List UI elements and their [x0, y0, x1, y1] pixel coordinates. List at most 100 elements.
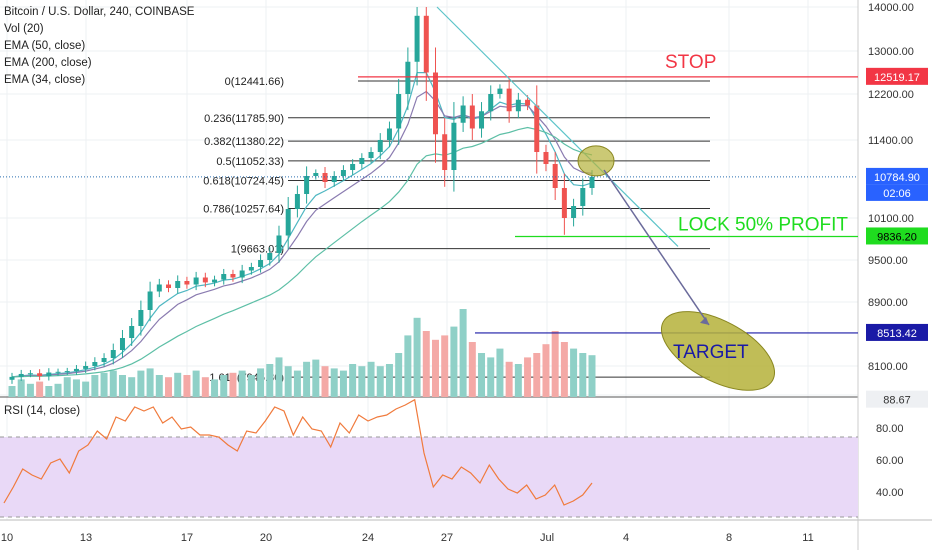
time-tick-label: 27	[441, 532, 453, 544]
volume-bar	[174, 372, 182, 397]
volume-bar	[82, 381, 90, 397]
annotations: STOP LOCK 50% PROFIT TARGET	[0, 6, 858, 391]
time-tick-label: 20	[260, 532, 272, 544]
study-ema-50[interactable]: EMA (50, close)	[4, 40, 86, 52]
time-tick-label: 13	[80, 532, 92, 544]
projection-arrow-line	[603, 169, 710, 326]
rsi-current-tag: 88.67	[883, 395, 911, 407]
candle-body	[175, 281, 181, 288]
rsi-tick-label: 60.00	[876, 455, 904, 467]
volume-bar	[229, 372, 237, 397]
entry-ellipse	[577, 145, 615, 177]
candle-body	[479, 111, 485, 129]
ema-lines	[11, 72, 593, 378]
volume-bar	[385, 364, 393, 397]
volume-bar	[441, 335, 449, 397]
candle-body	[331, 176, 337, 182]
target-price-tag: 8513.42	[877, 328, 917, 340]
candle-body	[230, 274, 236, 278]
volume-bar	[349, 364, 357, 397]
volume-bar	[542, 344, 550, 397]
rsi-line	[3, 398, 593, 506]
candle-body	[83, 366, 89, 369]
candle-body	[267, 253, 273, 260]
volume-bar	[165, 377, 173, 397]
volume-bar	[238, 370, 246, 397]
price-tick-label: 10100.00	[868, 213, 914, 225]
candle-body	[451, 122, 457, 170]
time-tick-label: 24	[362, 532, 374, 544]
volume-bar	[431, 339, 439, 397]
price-tick-label: 8900.00	[868, 297, 908, 309]
time-tick-label: 17	[181, 532, 193, 544]
volume-bar	[91, 375, 99, 397]
volume-bar	[514, 364, 522, 397]
candle-body	[101, 358, 107, 362]
volume-bar	[247, 375, 255, 397]
time-tick-label: 10	[1, 532, 13, 544]
candle-body	[552, 164, 558, 188]
volume-bar	[54, 383, 62, 397]
symbol-title[interactable]: Bitcoin / U.S. Dollar, 240, COINBASE	[4, 6, 195, 18]
candle-body	[248, 267, 254, 271]
volume-bars	[8, 309, 596, 397]
rsi-line	[3, 398, 593, 506]
study-volume[interactable]: Vol (20)	[4, 23, 44, 35]
stop-price-tag: 12519.17	[874, 72, 920, 84]
fib-label-0.618: 0.618(10724.45)	[203, 176, 284, 188]
candle-body	[414, 15, 420, 62]
rsi-legend[interactable]: RSI (14, close)	[4, 405, 81, 417]
candle-body	[202, 277, 208, 283]
candle-body	[294, 194, 300, 209]
volume-bar	[339, 370, 347, 397]
candle-body	[368, 152, 374, 158]
lock-price-tag-bg	[866, 227, 928, 245]
candle-body	[442, 134, 448, 170]
volume-bar	[183, 375, 191, 397]
volume-bar	[459, 309, 467, 397]
candle-body	[221, 274, 227, 280]
fib-label-1.618: 1.618(7945.80)	[209, 372, 284, 384]
candles	[9, 7, 595, 384]
projection-arrow-head	[700, 316, 709, 325]
price-tick-label: 8100.00	[868, 361, 908, 373]
volume-bar	[275, 357, 283, 397]
volume-bar	[496, 348, 504, 397]
candle-body	[129, 326, 135, 338]
candle-body	[212, 279, 218, 283]
candle-body	[258, 260, 264, 267]
fib-label-0.382: 0.382(11380.22)	[204, 136, 284, 148]
fib-label-1: 1(9663.01)	[231, 244, 284, 256]
trend-line	[436, 6, 679, 247]
candle-body	[571, 206, 577, 218]
candle-body	[27, 373, 33, 375]
volume-bar	[468, 342, 476, 397]
volume-bar	[36, 381, 44, 397]
price-axis: 14000.00 13000.00 12200.00 11400.00 10100.00…	[866, 2, 928, 499]
volume-bar	[257, 368, 265, 397]
study-ema-34[interactable]: EMA (34, close)	[4, 74, 86, 86]
ema-200-line	[11, 126, 593, 378]
volume-bar	[312, 359, 320, 397]
candle-body	[304, 176, 310, 194]
candle-body	[119, 338, 125, 350]
volume-bar	[413, 317, 421, 397]
rsi-band-fill	[0, 437, 858, 517]
candle-body	[506, 88, 512, 112]
rsi-current-tag-bg	[866, 390, 928, 408]
volume-bar	[570, 348, 578, 397]
target-price-tag-bg	[866, 323, 928, 341]
volume-bar	[533, 353, 541, 397]
volume-bar	[450, 326, 458, 397]
rsi-tick-label: 40.00	[876, 487, 904, 499]
countdown-bg	[866, 184, 928, 201]
candle-body	[239, 270, 245, 278]
candle-body	[184, 281, 190, 285]
candle-body	[589, 176, 595, 188]
candle-body	[322, 173, 328, 182]
volume-bar	[192, 370, 200, 397]
candle-body	[396, 94, 402, 129]
study-ema-200[interactable]: EMA (200, close)	[4, 57, 92, 69]
candle-body	[46, 372, 52, 377]
